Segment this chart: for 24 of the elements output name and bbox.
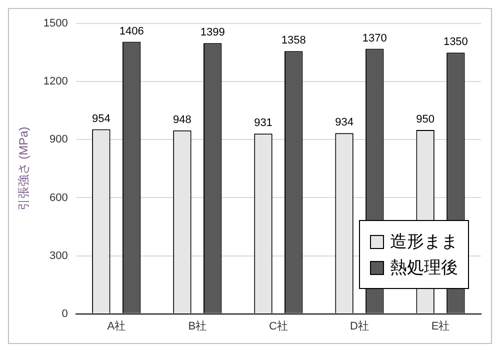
y-axis-title: 引張強さ (MPa) bbox=[16, 126, 31, 211]
x-tick-label: A社 bbox=[107, 319, 126, 332]
data-label: 954 bbox=[92, 112, 110, 125]
y-tick-label: 1500 bbox=[43, 18, 68, 30]
y-tick-label: 300 bbox=[50, 250, 68, 262]
x-tick-label: B社 bbox=[188, 319, 207, 332]
y-tick-label: 1200 bbox=[43, 76, 68, 88]
data-label: 931 bbox=[254, 117, 272, 130]
data-label: 1370 bbox=[362, 32, 387, 44]
y-tick-label: 0 bbox=[62, 308, 68, 320]
data-label: 948 bbox=[173, 114, 192, 126]
data-label: 1399 bbox=[200, 26, 225, 39]
x-tick-label: D社 bbox=[350, 319, 369, 332]
x-tick-label: E社 bbox=[431, 319, 450, 332]
data-label: 1350 bbox=[443, 36, 468, 48]
data-label: 1406 bbox=[119, 25, 144, 38]
data-label: 950 bbox=[416, 114, 434, 126]
data-label: 934 bbox=[335, 116, 354, 129]
y-tick-label: 600 bbox=[50, 192, 68, 204]
legend-label: 熱処理後 bbox=[390, 257, 458, 279]
data-label: 1358 bbox=[281, 34, 306, 47]
y-tick-label: 900 bbox=[50, 134, 68, 146]
legend-label: 造形まま bbox=[390, 231, 458, 253]
x-tick-label: C社 bbox=[268, 319, 288, 332]
